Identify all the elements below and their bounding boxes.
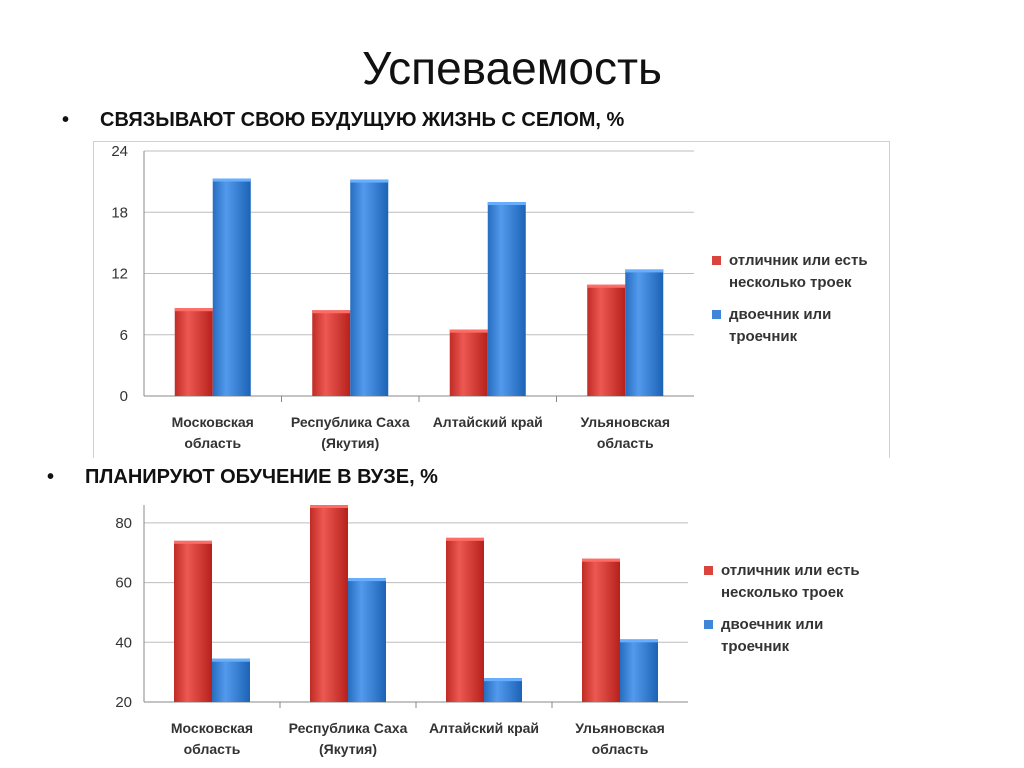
bar-top-highlight [587, 284, 626, 288]
bar-blue [487, 202, 526, 396]
y-tick-label: 40 [115, 634, 132, 651]
bar-red [310, 505, 348, 702]
legend-item: отличник или есть несколько троек [712, 250, 868, 294]
legend-swatch [712, 310, 721, 319]
x-category-label: Алтайский край [429, 720, 539, 736]
legend-label: двоечник или троечник [729, 306, 832, 345]
bar-top-highlight [312, 310, 351, 314]
bar-red [587, 284, 626, 396]
bar-blue [484, 678, 522, 702]
x-category-label: Республика Саха (Якутия) [291, 414, 410, 451]
bar-red [174, 308, 213, 396]
bullet-heading-1: • СВЯЗЫВАЮТ СВОЮ БУДУЩУЮ ЖИЗНЬ С СЕЛОМ, … [62, 109, 624, 132]
legend-2: отличник или есть несколько троек двоечник… [704, 560, 860, 668]
bullet-symbol: • [62, 109, 70, 131]
legend-item: отличник или есть несколько троек [704, 560, 860, 604]
y-tick-label: 80 [115, 515, 132, 532]
legend-swatch [704, 566, 713, 575]
bar-top-highlight [620, 639, 658, 643]
bullet-heading-2: • ПЛАНИРУЮТ ОБУЧЕНИЕ В ВУЗЕ, % [47, 466, 438, 489]
legend-label: отличник или есть несколько троек [729, 252, 868, 291]
bar-top-highlight [350, 179, 389, 183]
y-tick-label: 18 [111, 204, 128, 221]
x-category-label: Алтайский край [433, 414, 543, 430]
x-category-label: Ульяновская область [580, 414, 670, 451]
bar-blue [620, 639, 658, 702]
y-tick-label: 0 [120, 388, 128, 405]
bar-blue [350, 179, 389, 396]
y-tick-label: 6 [120, 327, 128, 344]
bar-blue [625, 269, 664, 396]
slide-title: Успеваемость [362, 42, 662, 94]
y-tick-label: 20 [115, 694, 132, 711]
bar-top-highlight [348, 578, 386, 582]
x-category-label: Ульяновская область [575, 720, 665, 757]
y-tick-label: 12 [111, 266, 128, 283]
legend-1: отличник или есть несколько троек двоечник… [712, 250, 868, 358]
x-category-label: Московская область [171, 720, 253, 757]
bar-top-highlight [310, 505, 348, 508]
bar-top-highlight [174, 540, 212, 544]
bullet-text-2: ПЛАНИРУЮТ ОБУЧЕНИЕ В ВУЗЕ, % [85, 466, 438, 488]
bar-blue [212, 658, 250, 702]
bar-red [174, 540, 212, 702]
bar-top-highlight [625, 269, 664, 273]
legend-label: двоечник или троечник [721, 616, 824, 655]
bar-blue [348, 578, 386, 702]
bar-red [582, 558, 620, 702]
legend-swatch [704, 620, 713, 629]
bar-red [312, 310, 351, 396]
y-tick-label: 24 [111, 143, 128, 160]
bar-top-highlight [484, 678, 522, 682]
legend-item: двоечник или троечник [712, 304, 868, 348]
bar-top-highlight [212, 658, 250, 662]
legend-item: двоечник или троечник [704, 614, 860, 658]
y-tick-label: 60 [115, 575, 132, 592]
bullet-symbol: • [47, 466, 55, 488]
bar-red [446, 537, 484, 702]
legend-swatch [712, 256, 721, 265]
bar-top-highlight [174, 308, 213, 312]
bar-top-highlight [212, 178, 251, 182]
x-category-label: Республика Саха (Якутия) [289, 720, 408, 757]
bar-red [449, 329, 488, 396]
bar-blue [212, 178, 251, 396]
bar-top-highlight [487, 202, 526, 206]
x-category-label: Московская область [172, 414, 254, 451]
bar-top-highlight [449, 329, 488, 333]
legend-label: отличник или есть несколько троек [721, 562, 860, 601]
bar-top-highlight [582, 558, 620, 562]
bullet-text-1: СВЯЗЫВАЮТ СВОЮ БУДУЩУЮ ЖИЗНЬ С СЕЛОМ, % [100, 109, 625, 131]
bar-top-highlight [446, 537, 484, 541]
